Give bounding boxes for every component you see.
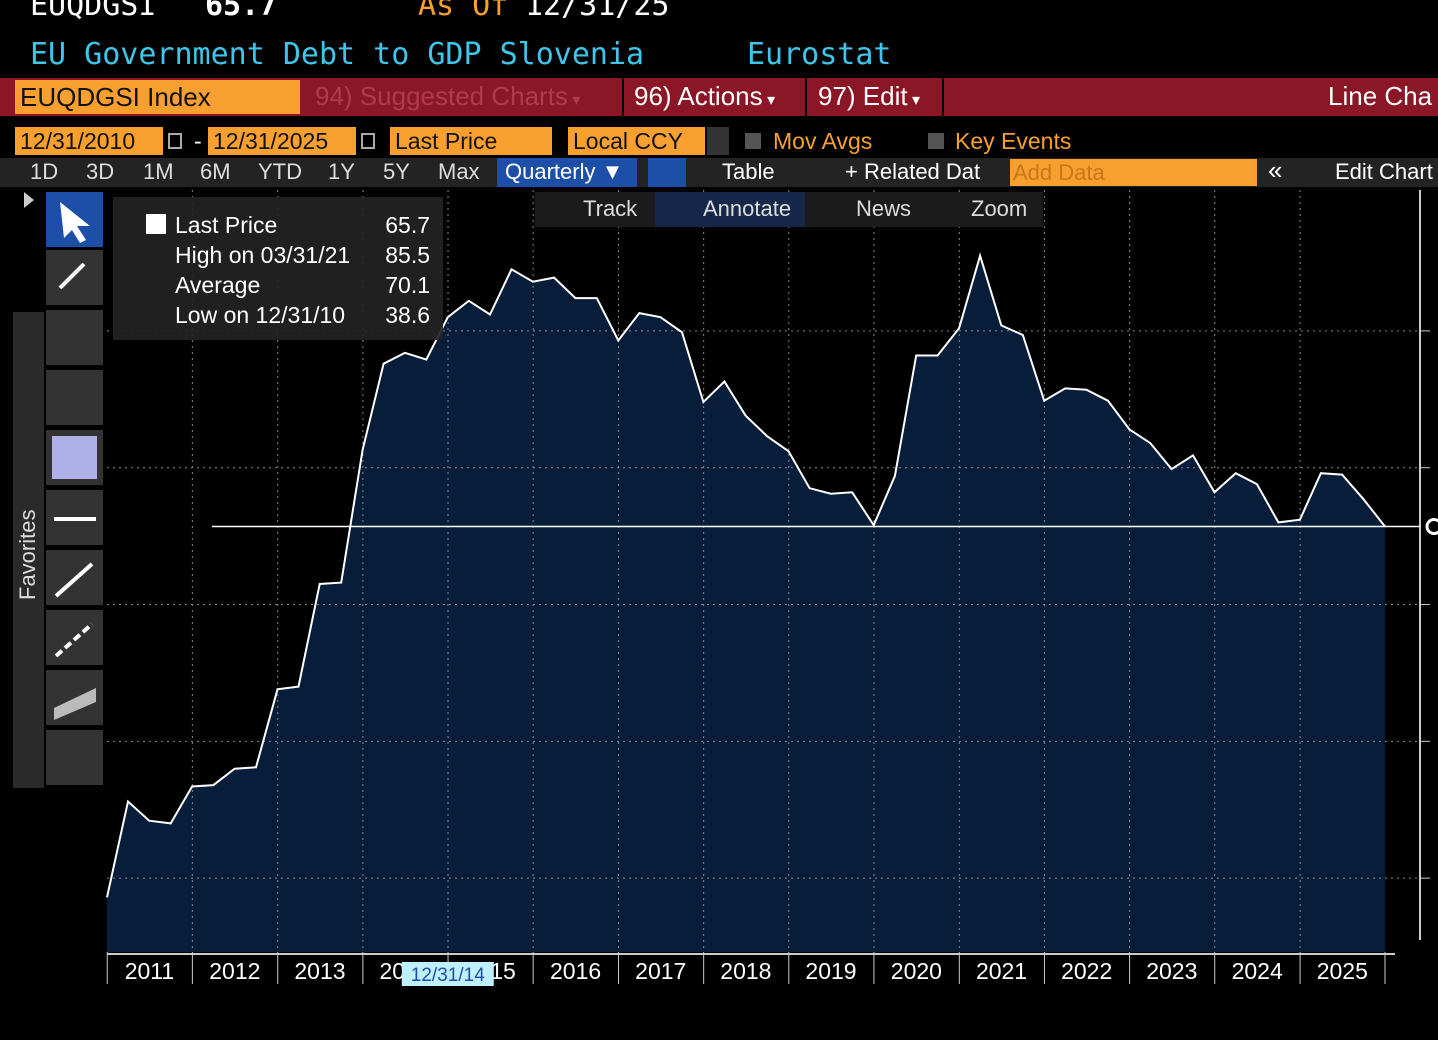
description: EU Government Debt to GDP Slovenia xyxy=(30,37,645,72)
range-button[interactable]: 3D xyxy=(86,159,115,184)
as-of-date: 12/31/25 xyxy=(525,0,670,23)
x-tick-label: 2016 xyxy=(550,958,601,984)
x-tick-label: 2013 xyxy=(294,958,345,984)
currency-select[interactable]: Local CCY xyxy=(568,127,705,155)
x-tick-label: 2021 xyxy=(976,958,1027,984)
x-tick-label: 2025 xyxy=(1317,958,1368,984)
security-field[interactable]: EUQDGSI Index xyxy=(15,80,300,114)
legend-label: Low on 12/31/10 xyxy=(175,302,346,328)
drawing-tools xyxy=(24,192,103,785)
expand-arrow[interactable] xyxy=(24,192,34,208)
range-button[interactable]: 1M xyxy=(143,159,174,184)
ticker: EUQDGSI xyxy=(30,0,157,23)
legend-label: Average xyxy=(175,272,261,298)
pen-icon xyxy=(58,262,86,290)
range-button[interactable]: 5Y xyxy=(383,159,410,184)
pointer-icon xyxy=(60,202,90,243)
legend-box xyxy=(113,197,443,340)
legend-value: 70.1 xyxy=(385,272,430,298)
table-button[interactable]: Table xyxy=(722,159,775,184)
x-tick-label: 2017 xyxy=(635,958,686,984)
range-button[interactable]: 1Y xyxy=(328,159,355,184)
field-select[interactable]: Last Price xyxy=(390,127,552,155)
source: Eurostat xyxy=(747,37,892,72)
calendar-icon[interactable] xyxy=(168,133,182,149)
trend-icon xyxy=(54,562,94,598)
legend-swatch xyxy=(146,214,166,234)
chart-icon-button[interactable] xyxy=(648,158,686,187)
range-button[interactable]: Max xyxy=(438,159,480,184)
range-button[interactable]: 1D xyxy=(30,159,59,184)
collapse[interactable]: « xyxy=(1268,156,1283,184)
tool-highlight xyxy=(655,192,805,227)
legend-label: Last Price xyxy=(175,212,278,238)
frequency: Quarterly xyxy=(505,159,596,184)
range-button[interactable]: 6M xyxy=(200,159,231,184)
x-tick-label: 2018 xyxy=(720,958,771,984)
dropdown-arrow[interactable] xyxy=(707,127,729,155)
related-data[interactable]: + Related Dat xyxy=(845,159,981,184)
x-tick-label: 2022 xyxy=(1061,958,1112,984)
last-price-marker xyxy=(1425,518,1438,536)
key-events[interactable]: Key Events xyxy=(955,128,1072,154)
chart-tool[interactable]: Zoom xyxy=(971,196,1028,221)
actions-menu[interactable]: 96) Actions xyxy=(634,82,775,115)
crosshair-label-bg xyxy=(401,962,494,986)
mov-avgs[interactable]: Mov Avgs xyxy=(773,128,873,154)
percent-tool[interactable] xyxy=(46,310,103,365)
x-tick-label: 2024 xyxy=(1232,958,1283,984)
x-tick-label: 2012 xyxy=(209,958,260,984)
last-value: 65.7 xyxy=(205,0,278,23)
ray-icon xyxy=(54,622,94,658)
legend-value: 85.5 xyxy=(385,242,430,268)
x-tick-label: 2019 xyxy=(805,958,856,984)
end-date[interactable]: 12/31/2025 xyxy=(208,127,356,155)
legend-label: High on 03/31/21 xyxy=(175,242,351,268)
channel-icon xyxy=(54,688,96,720)
chart-tool[interactable]: Annotate xyxy=(703,196,792,221)
text-icon xyxy=(52,436,97,479)
price-line xyxy=(106,252,1386,898)
x-tick-label: 2023 xyxy=(1146,958,1197,984)
separator xyxy=(942,78,944,116)
checkbox[interactable] xyxy=(928,133,944,149)
area xyxy=(107,255,1385,952)
range-button[interactable]: YTD xyxy=(258,159,302,184)
edit-menu[interactable]: 97) Edit xyxy=(818,82,920,115)
frequency-select[interactable]: Quarterly ▼ xyxy=(497,158,637,187)
legend-value: 65.7 xyxy=(385,212,430,238)
calendar-icon[interactable] xyxy=(361,133,375,149)
regression-tool[interactable] xyxy=(46,730,103,785)
chart-tool[interactable]: Track xyxy=(583,196,638,221)
start-date[interactable]: 12/31/2010 xyxy=(15,127,163,155)
dollar-tool[interactable] xyxy=(46,370,103,425)
suggested-charts[interactable]: 94) Suggested Charts xyxy=(315,82,580,115)
pen-tool[interactable] xyxy=(46,250,103,305)
checkbox[interactable] xyxy=(745,133,761,149)
chart-tool[interactable]: News xyxy=(856,196,912,221)
separator xyxy=(805,78,807,116)
x-tick-label: 2020 xyxy=(891,958,942,984)
favorites-tab[interactable] xyxy=(13,312,44,788)
chart-type[interactable]: Line Cha xyxy=(1328,82,1433,110)
legend-value: 38.6 xyxy=(385,302,430,328)
crosshair-label: 12/31/14 xyxy=(411,965,485,986)
add-data[interactable]: Add Data xyxy=(1010,159,1257,186)
edit-chart[interactable]: Edit Chart xyxy=(1335,159,1433,184)
date-dash: - xyxy=(194,128,202,154)
separator xyxy=(622,78,624,116)
as-of-label: As Of xyxy=(418,0,509,23)
x-tick-label: 2011 xyxy=(125,958,174,984)
